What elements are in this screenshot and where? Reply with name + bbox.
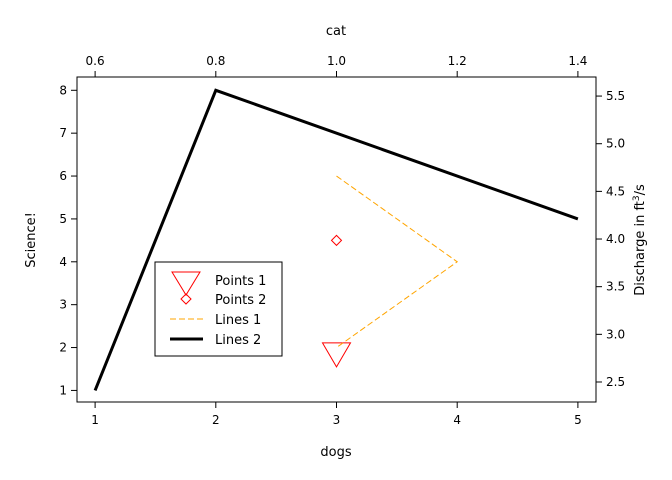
legend-label-points-2: Points 2 <box>215 293 266 308</box>
y2-tick-label: 5.5 <box>606 89 625 103</box>
y2-axis-label-main: Discharge in ft <box>633 201 648 296</box>
x-tick-label: 1 <box>91 413 99 427</box>
y-tick-label: 6 <box>59 169 67 183</box>
x2-tick-label: 1.2 <box>448 54 467 68</box>
legend-label-lines-2: Lines 2 <box>215 333 261 348</box>
x2-tick-label: 0.6 <box>86 54 105 68</box>
x-axis-bottom: 1 2 3 4 5 <box>91 402 582 427</box>
series-layer <box>93 88 579 391</box>
x-tick-label: 3 <box>333 413 341 427</box>
legend-marker-points-2 <box>180 293 192 305</box>
x-tick-label: 5 <box>574 413 582 427</box>
x2-tick-label: 1.0 <box>327 54 346 68</box>
y-tick-label: 8 <box>59 83 67 97</box>
y2-tick-label: 2.5 <box>606 375 625 389</box>
x2-axis-label: cat <box>326 24 346 39</box>
legend: Points 1 Points 2 Lines 1 Lines 2 <box>154 261 283 357</box>
x-tick-label: 2 <box>212 413 220 427</box>
y2-tick-label: 3.0 <box>606 327 625 341</box>
y-tick-label: 7 <box>59 126 67 140</box>
y2-tick-label: 4.0 <box>606 232 625 246</box>
x-tick-label: 4 <box>453 413 461 427</box>
x-axis-label: dogs <box>320 445 351 460</box>
y-tick-label: 3 <box>59 298 67 312</box>
y-axis-right: 2.5 3.0 3.5 4.0 4.5 5.0 5.5 <box>596 89 625 389</box>
series-line-lines-1 <box>336 175 459 348</box>
y-tick-label: 1 <box>59 383 67 397</box>
y2-tick-label: 4.5 <box>606 184 625 198</box>
y2-axis-label: Discharge in ft3/s <box>632 184 648 296</box>
legend-label-lines-1: Lines 1 <box>215 313 261 328</box>
y2-tick-label: 5.0 <box>606 137 625 151</box>
legend-marker-points-1 <box>171 271 201 296</box>
legend-label-points-1: Points 1 <box>215 274 266 289</box>
x2-tick-label: 1.4 <box>568 54 587 68</box>
y-tick-label: 2 <box>59 341 67 355</box>
series-line-lines-2 <box>93 88 579 391</box>
data-point-points-2 <box>330 234 343 247</box>
y2-tick-label: 3.5 <box>606 280 625 294</box>
y-axis-label: Science! <box>24 212 39 268</box>
y2-axis-label-unit: /s <box>633 184 648 195</box>
data-point-points-1 <box>321 342 352 368</box>
y-tick-label: 4 <box>59 255 67 269</box>
y2-axis-label-sup: 3 <box>632 195 642 201</box>
x2-tick-label: 0.8 <box>206 54 225 68</box>
y-axis-left: 1 2 3 4 5 6 7 8 <box>59 83 77 397</box>
x-axis-top: 0.6 0.8 1.0 1.2 1.4 <box>86 54 587 77</box>
y-tick-label: 5 <box>59 212 67 226</box>
